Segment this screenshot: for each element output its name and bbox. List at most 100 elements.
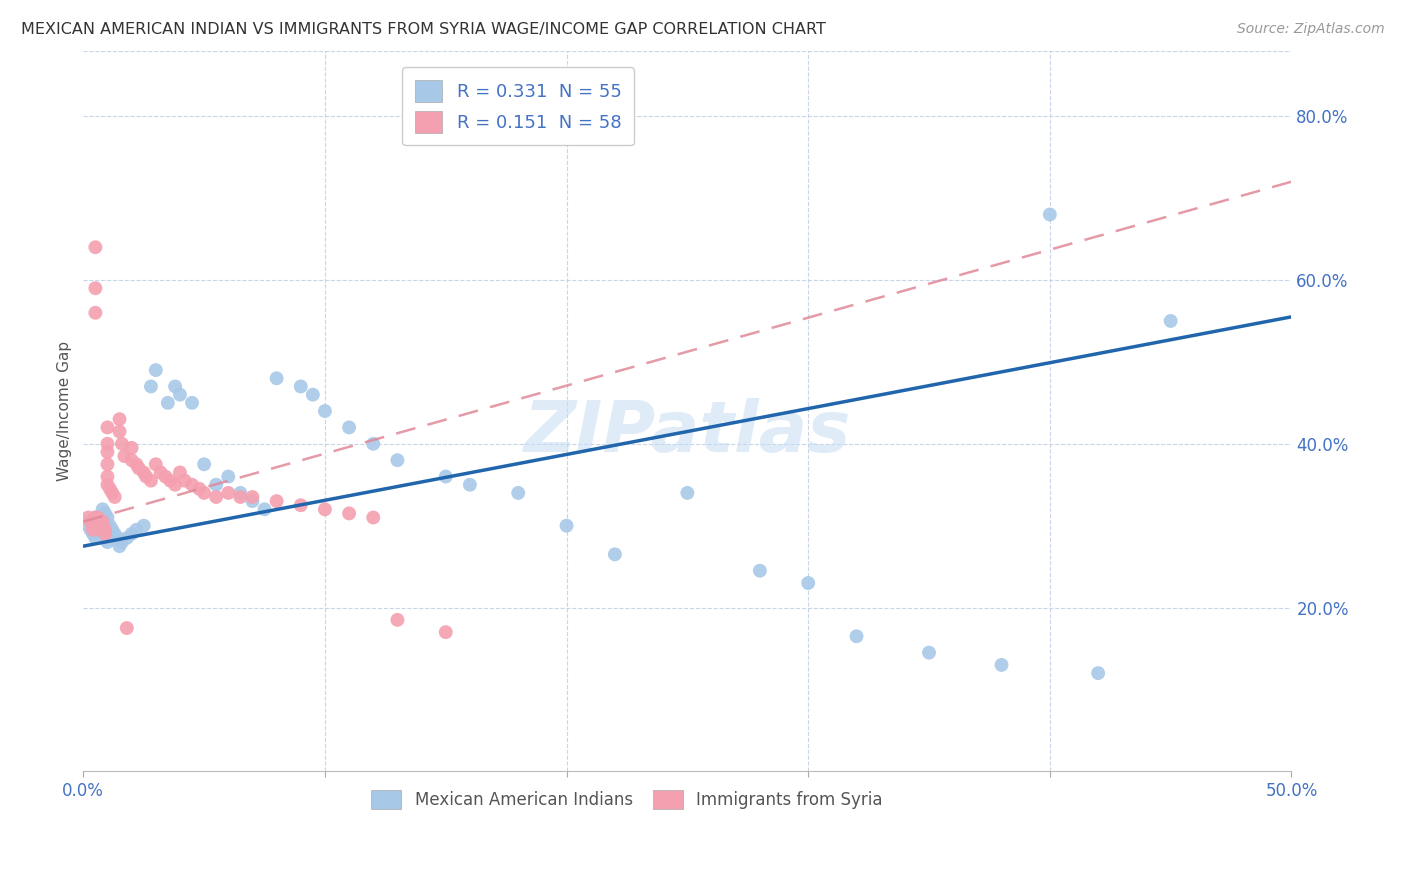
- Point: [361, 437, 384, 451]
- Point: [125, 457, 148, 471]
- Point: [165, 379, 187, 393]
- Point: [112, 449, 135, 463]
- Point: [87, 510, 110, 524]
- Point: [205, 477, 228, 491]
- Point: [104, 490, 127, 504]
- Point: [990, 657, 1012, 672]
- Point: [314, 404, 336, 418]
- Point: [111, 437, 134, 451]
- Point: [108, 425, 131, 439]
- Text: Source: ZipAtlas.com: Source: ZipAtlas.com: [1237, 22, 1385, 37]
- Point: [169, 466, 191, 480]
- Point: [121, 453, 143, 467]
- Point: [84, 306, 107, 320]
- Point: [603, 547, 626, 561]
- Point: [676, 486, 699, 500]
- Point: [79, 515, 101, 529]
- Point: [242, 494, 264, 508]
- Point: [159, 474, 181, 488]
- Point: [242, 490, 264, 504]
- Point: [290, 498, 312, 512]
- Point: [918, 646, 941, 660]
- Point: [101, 523, 124, 537]
- Point: [387, 613, 409, 627]
- Point: [101, 486, 124, 500]
- Point: [91, 502, 114, 516]
- Point: [139, 474, 162, 488]
- Point: [87, 515, 110, 529]
- Point: [89, 518, 111, 533]
- Point: [361, 510, 384, 524]
- Point: [94, 527, 117, 541]
- Point: [434, 469, 457, 483]
- Point: [266, 494, 288, 508]
- Point: [748, 564, 770, 578]
- Point: [96, 457, 118, 471]
- Text: MEXICAN AMERICAN INDIAN VS IMMIGRANTS FROM SYRIA WAGE/INCOME GAP CORRELATION CHA: MEXICAN AMERICAN INDIAN VS IMMIGRANTS FR…: [21, 22, 825, 37]
- Point: [82, 523, 104, 537]
- Point: [132, 466, 155, 480]
- Point: [121, 441, 143, 455]
- Point: [434, 625, 457, 640]
- Point: [387, 453, 409, 467]
- Point: [229, 490, 252, 504]
- Point: [337, 507, 360, 521]
- Point: [508, 486, 530, 500]
- Point: [217, 486, 239, 500]
- Point: [96, 477, 118, 491]
- Text: ZIPatlas: ZIPatlas: [523, 398, 851, 467]
- Point: [98, 482, 121, 496]
- Point: [302, 387, 325, 401]
- Point: [82, 518, 104, 533]
- Point: [84, 240, 107, 254]
- Point: [205, 490, 228, 504]
- Point: [1160, 314, 1182, 328]
- Point: [156, 396, 179, 410]
- Point: [94, 523, 117, 537]
- Point: [458, 477, 481, 491]
- Point: [337, 420, 360, 434]
- Point: [845, 629, 868, 643]
- Point: [84, 281, 107, 295]
- Point: [115, 531, 138, 545]
- Point: [84, 510, 107, 524]
- Point: [108, 412, 131, 426]
- Point: [253, 502, 276, 516]
- Point: [1039, 207, 1062, 221]
- Point: [87, 515, 110, 529]
- Point: [145, 457, 167, 471]
- Point: [111, 535, 134, 549]
- Point: [96, 469, 118, 483]
- Point: [555, 518, 578, 533]
- Point: [89, 518, 111, 533]
- Point: [91, 523, 114, 537]
- Point: [1087, 666, 1109, 681]
- Point: [79, 523, 101, 537]
- Point: [96, 510, 118, 524]
- Point: [84, 531, 107, 545]
- Point: [121, 527, 143, 541]
- Legend: Mexican American Indians, Immigrants from Syria: Mexican American Indians, Immigrants fro…: [363, 781, 891, 817]
- Point: [104, 527, 127, 541]
- Point: [96, 445, 118, 459]
- Point: [266, 371, 288, 385]
- Point: [193, 486, 215, 500]
- Point: [165, 477, 187, 491]
- Point: [155, 469, 177, 483]
- Point: [181, 477, 204, 491]
- Point: [91, 518, 114, 533]
- Point: [89, 523, 111, 537]
- Point: [115, 621, 138, 635]
- Point: [128, 461, 150, 475]
- Point: [149, 466, 172, 480]
- Point: [193, 457, 215, 471]
- Point: [77, 518, 100, 533]
- Point: [96, 420, 118, 434]
- Point: [94, 507, 117, 521]
- Point: [125, 523, 148, 537]
- Point: [96, 535, 118, 549]
- Point: [105, 531, 128, 545]
- Point: [98, 518, 121, 533]
- Point: [797, 576, 820, 591]
- Point: [145, 363, 167, 377]
